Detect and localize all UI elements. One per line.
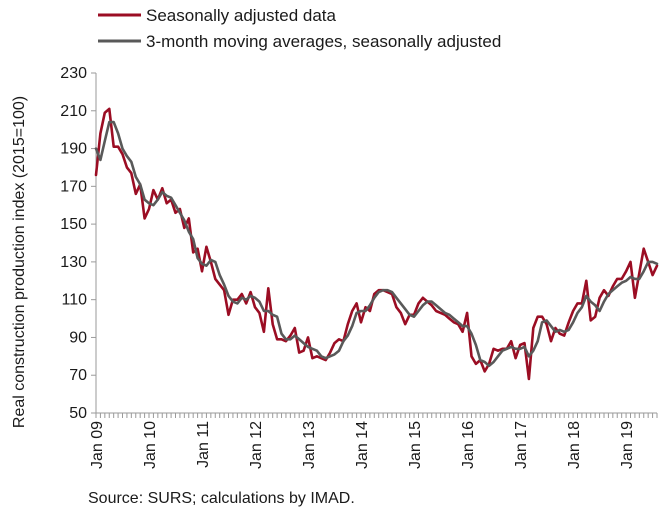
legend: Seasonally adjusted data 3-month moving …: [98, 6, 501, 51]
x-tick-label: Jan 09: [89, 421, 106, 469]
series-line-moving-average: [94, 120, 659, 368]
y-tick-label: 130: [60, 254, 87, 271]
y-tick-label: 230: [60, 65, 87, 82]
x-tick-label: Jan 16: [460, 421, 477, 469]
y-tick-label: 170: [60, 178, 87, 195]
x-tick-label: Jan 11: [195, 421, 212, 468]
y-tick-label: 110: [61, 292, 87, 309]
y-tick-label: 210: [60, 103, 87, 120]
plot-area: [94, 107, 659, 381]
legend-label-adjusted: Seasonally adjusted data: [146, 6, 337, 25]
x-tick-label: Jan 10: [142, 421, 159, 469]
x-tick-label: Jan 15: [407, 421, 424, 469]
y-tick-label: 150: [60, 216, 87, 233]
source-note: Source: SURS; calculations by IMAD.: [88, 490, 355, 507]
x-tick-label: Jan 17: [513, 421, 530, 469]
y-tick-label: 190: [60, 141, 87, 158]
x-tick-label: Jan 19: [619, 421, 636, 469]
legend-label-moving-average: 3-month moving averages, seasonally adju…: [146, 32, 501, 51]
x-tick-label: Jan 12: [248, 421, 265, 469]
y-axis: 50 70 90 110 130 150 170 190 210 230: [60, 65, 97, 422]
x-axis: Jan 09 Jan 10 Jan 11 Jan 12 Jan 13 Jan 14 Jan …: [89, 412, 658, 469]
x-tick-label: Jan 13: [301, 421, 318, 469]
y-tick-label: 90: [69, 329, 87, 346]
y-axis-title: Real construction production index (2015…: [11, 96, 28, 428]
y-tick-label: 70: [69, 367, 87, 384]
y-tick-label: 50: [69, 405, 87, 422]
series-line-adjusted: [94, 107, 659, 381]
x-tick-label: Jan 14: [354, 421, 371, 469]
x-tick-label: Jan 18: [566, 421, 583, 469]
